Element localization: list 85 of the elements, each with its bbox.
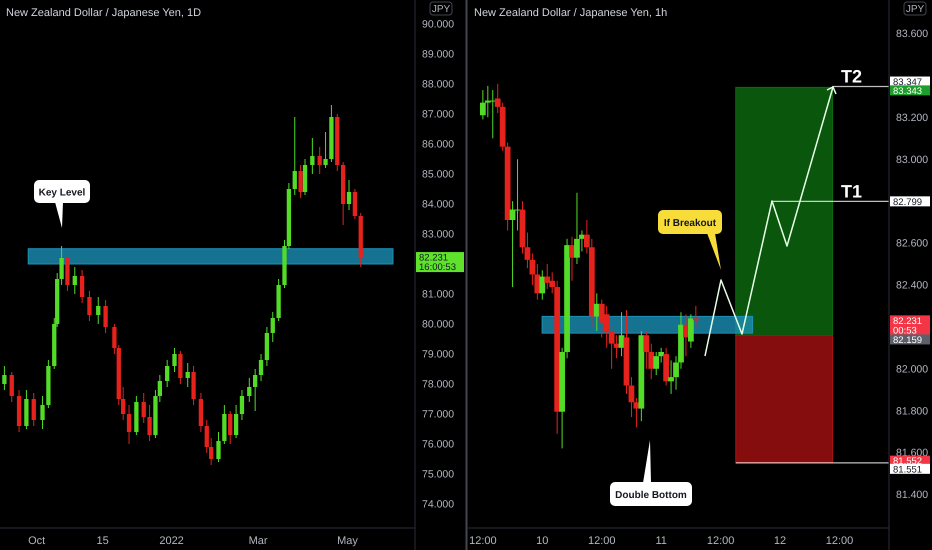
candlestick (346, 180, 352, 210)
y-tick-label: 83.343 (893, 86, 922, 97)
candlestick (40, 396, 45, 430)
x-tick-label: 10 (536, 535, 548, 547)
x-tick-label: 15 (96, 535, 109, 547)
y-tick-label: 82.231 (419, 252, 448, 264)
text: 00:53 (893, 325, 917, 336)
candlestick (87, 290, 92, 322)
candlestick (216, 432, 221, 462)
y-tick-label: 80.000 (422, 318, 454, 331)
candlestick (96, 296, 100, 324)
candlestick (165, 360, 170, 388)
y-tick-label: 84.000 (422, 198, 454, 211)
candlestick (80, 270, 84, 304)
y-tick-label: 82.231 (893, 316, 922, 327)
candlestick (247, 378, 252, 402)
text: New Zealand Dollar / Japanese Yen, 1D (6, 7, 202, 19)
candlestick (178, 350, 183, 384)
candlestick (310, 138, 314, 174)
y-tick-label: 82.799 (893, 196, 922, 208)
y-tick-label: 75.000 (422, 468, 454, 481)
annotation: If Breakout (664, 218, 717, 229)
candlestick (126, 404, 132, 444)
y-tick-label: 90.000 (422, 18, 454, 31)
y-tick-label: 81.551 (893, 464, 922, 476)
y-tick-label: 78.000 (422, 378, 454, 391)
candlestick (147, 404, 152, 442)
y-tick-label: 81.400 (896, 489, 928, 502)
y-tick-label: 82.159 (893, 334, 922, 346)
candlestick (253, 368, 258, 412)
candlestick (72, 266, 77, 294)
candlestick (258, 354, 264, 382)
candlestick (352, 188, 358, 220)
y-axis-title: JPY (432, 4, 450, 15)
x-tick-label: May (337, 535, 358, 547)
candlestick (103, 300, 108, 334)
candlestick (172, 348, 177, 372)
x-tick-label: 12:00 (826, 535, 854, 547)
candlestick (318, 146, 322, 174)
y-tick-label: 83.600 (896, 28, 928, 40)
candlestick (270, 312, 275, 342)
x-tick-label: 11 (655, 535, 667, 547)
ref-line-label: T2 (841, 66, 862, 87)
text: New Zealand Dollar / Japanese Yen, 1h (474, 7, 668, 19)
y-tick-label: 76.000 (422, 438, 454, 451)
y-tick-label: 82.000 (896, 363, 928, 376)
candlestick (32, 392, 36, 426)
candlestick (292, 116, 297, 196)
y-tick-label: 88.000 (422, 78, 454, 91)
x-tick-label: 2022 (159, 535, 184, 547)
y-tick-label: 82.600 (896, 238, 928, 250)
y-tick-label: 86.000 (422, 138, 454, 151)
annotation: Key Level (38, 188, 86, 198)
candlestick (2, 366, 7, 390)
y-tick-label: 83.347 (893, 77, 922, 88)
y-tick-label: 82.400 (896, 280, 928, 292)
y-axis-title: JPY (906, 4, 924, 15)
candlestick (10, 372, 14, 402)
annotation: Double Bottom (615, 490, 687, 501)
candlestick (234, 404, 238, 438)
y-tick-label: 81.800 (896, 405, 928, 418)
x-tick-label: 12:00 (706, 535, 734, 547)
x-tick-label: 12:00 (469, 535, 497, 547)
x-tick-label: 12:00 (588, 535, 616, 547)
y-tick-label: 87.000 (422, 108, 454, 121)
y-tick-label: 79.000 (422, 348, 454, 361)
candlestick (228, 410, 232, 444)
candlestick (240, 390, 244, 420)
text: 16:00:53 (419, 262, 456, 274)
y-tick-label: 83.000 (896, 154, 928, 166)
y-tick-label: 83.200 (896, 112, 928, 124)
y-tick-label: 89.000 (422, 48, 454, 61)
x-tick-label: Oct (28, 535, 46, 547)
candlestick (323, 132, 328, 168)
candlestick (142, 392, 146, 424)
ref-line-label: T1 (841, 181, 862, 202)
candlestick (298, 164, 303, 198)
x-tick-label: 12 (774, 535, 786, 547)
y-tick-label: 74.000 (422, 498, 454, 511)
y-tick-label: 77.000 (422, 408, 454, 421)
y-tick-label: 83.000 (422, 228, 454, 241)
x-tick-label: Mar (248, 535, 268, 547)
candlestick (186, 362, 190, 388)
y-tick-label: 85.000 (422, 168, 454, 181)
y-tick-label: 81.000 (422, 288, 454, 301)
